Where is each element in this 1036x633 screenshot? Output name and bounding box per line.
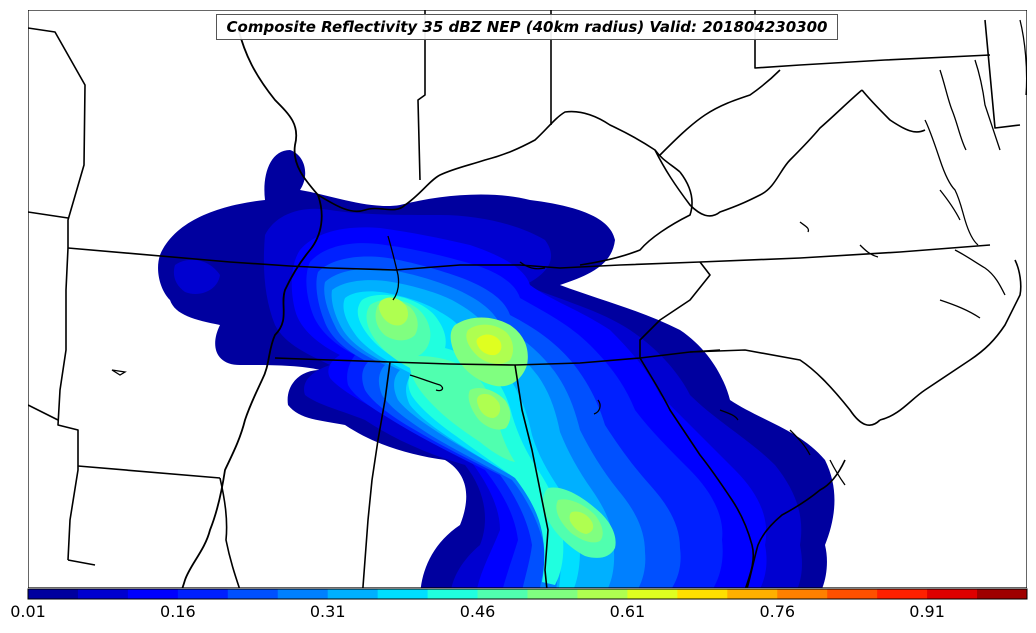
colorbar-bin-14: [727, 589, 778, 599]
colorbar-tick-label: 0.61: [609, 602, 646, 621]
colorbar-bin-10: [527, 589, 578, 599]
colorbar-tick-label: 0.01: [10, 602, 46, 621]
colorbar-bin-9: [477, 589, 528, 599]
colorbar-bin-1: [77, 589, 129, 599]
colorbar-bin-17: [877, 589, 928, 599]
colorbar-bin-5: [277, 589, 329, 599]
colorbar-bin-19: [977, 589, 1028, 599]
colorbar-bin-8: [427, 589, 479, 599]
colorbar-bin-0: [28, 589, 79, 599]
colorbar-tick-label: 0.91: [909, 602, 945, 621]
colorbar-bin-11: [577, 589, 628, 599]
colorbar: [28, 589, 1028, 599]
colorbar-bin-18: [927, 589, 978, 599]
colorbar-tick-label: 0.46: [459, 602, 496, 621]
state-borders: [28, 10, 1022, 588]
prob-level-0.56: [378, 297, 594, 534]
colorbar-tick-label: 0.16: [160, 602, 196, 621]
colorbar-bin-7: [377, 589, 429, 599]
colorbar-tick-label: 0.31: [309, 602, 346, 621]
colorbar-bin-12: [627, 589, 678, 599]
prob-level-0.61: [476, 334, 502, 356]
colorbar-bin-3: [177, 589, 229, 599]
colorbar-bin-13: [677, 589, 728, 599]
map-title: Composite Reflectivity 35 dBZ NEP (40km …: [216, 14, 838, 40]
colorbar-frame: [27, 588, 1028, 600]
colorbar-bin-2: [127, 589, 179, 599]
colorbar-bin-6: [327, 589, 379, 599]
colorbar-bin-15: [777, 589, 828, 599]
colorbar-bin-16: [827, 589, 878, 599]
lakes: [111, 221, 879, 421]
prob-level-0.51: [375, 300, 603, 543]
colorbar-tick-label: 0.76: [759, 602, 796, 621]
colorbar-bin-4: [227, 589, 279, 599]
